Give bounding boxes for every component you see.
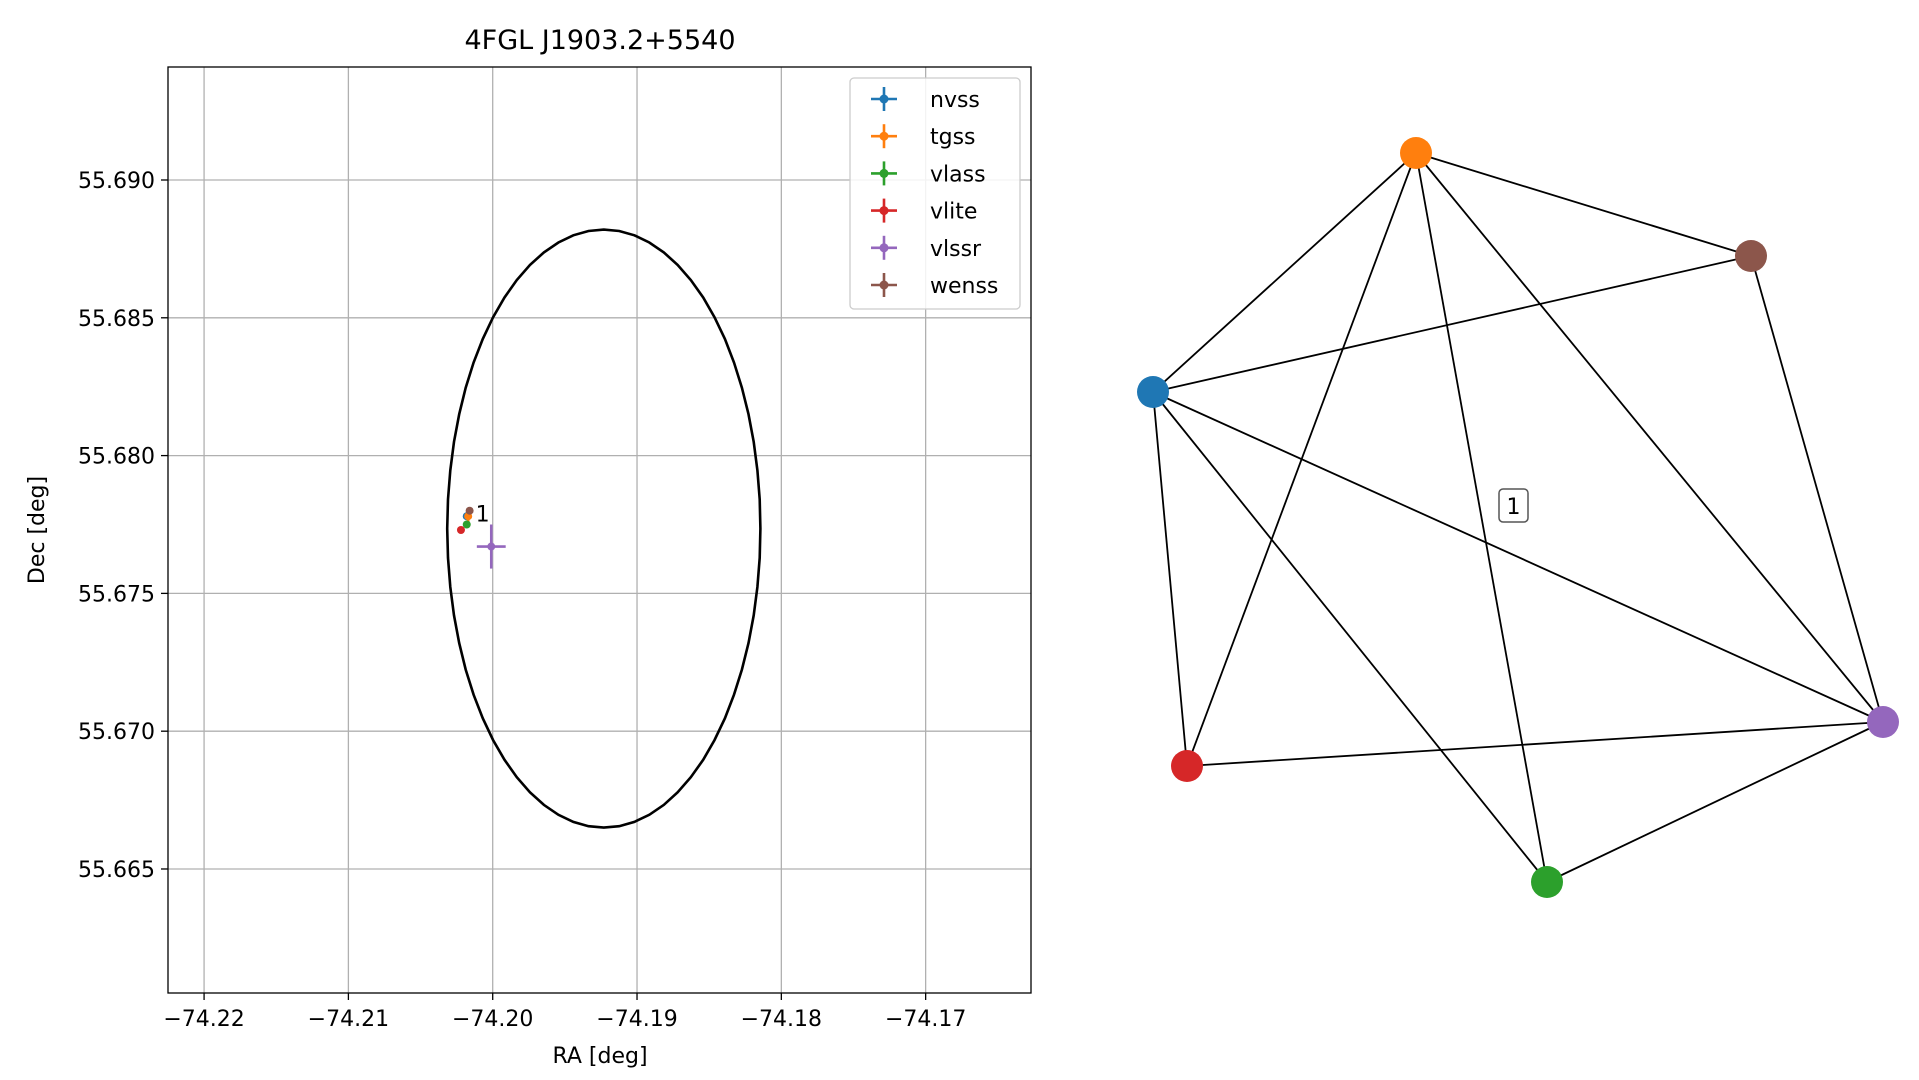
node-wenss — [1735, 240, 1767, 272]
chart-title: 4FGL J1903.2+5540 — [464, 25, 735, 56]
edge-tgss-vlite — [1186, 152, 1417, 767]
annotations: 1 — [476, 502, 490, 527]
x-tick-label: −74.22 — [163, 1007, 244, 1032]
edge-vlssr-vlass — [1546, 721, 1884, 883]
legend-entry-tgss: tgss — [871, 124, 976, 150]
legend-label: vlass — [930, 162, 986, 187]
edge-vlssr-vlite — [1186, 721, 1884, 767]
marker-wenss — [465, 506, 474, 515]
node-nvss — [1137, 376, 1169, 408]
point-vlite — [456, 526, 465, 534]
point-vlass — [462, 520, 471, 529]
legend-entry-vlass: vlass — [871, 161, 986, 187]
legend-entry-vlssr: vlssr — [871, 235, 982, 262]
marker-vlass — [462, 520, 471, 529]
edge-nvss-vlass — [1152, 391, 1548, 883]
legend-marker — [879, 131, 889, 141]
x-tick-label: −74.20 — [452, 1007, 533, 1032]
node-vlite — [1171, 750, 1203, 782]
network-nodes — [1137, 137, 1899, 898]
edge-nvss-wenss — [1152, 255, 1752, 393]
y-tick-label: 55.690 — [78, 169, 155, 194]
legend-label: wenss — [930, 274, 998, 299]
legend-marker — [879, 168, 889, 178]
legend-entry-wenss: wenss — [871, 273, 998, 299]
edge-nvss-tgss — [1152, 152, 1417, 393]
point-wenss — [465, 506, 474, 515]
x-tick-label: −74.17 — [885, 1007, 966, 1032]
edge-nvss-vlssr — [1152, 391, 1884, 723]
node-vlssr — [1867, 706, 1899, 738]
point-vlssr — [476, 524, 506, 569]
position-uncertainty-circle — [445, 228, 762, 829]
node-vlass — [1531, 866, 1563, 898]
y-tick-label: 55.665 — [78, 858, 155, 883]
group-label: 1 — [1498, 488, 1529, 523]
x-tick-label: −74.19 — [596, 1007, 677, 1032]
legend-marker — [879, 243, 889, 253]
edge-wenss-vlssr — [1750, 255, 1884, 723]
y-tick-label: 55.680 — [78, 445, 155, 470]
legend: nvss tgss vlass vlite vlssr wenss — [849, 77, 1021, 310]
y-tick-label: 55.670 — [78, 720, 155, 745]
position-uncertainty-layer — [445, 228, 762, 829]
edge-nvss-vlite — [1152, 391, 1188, 767]
legend-entry-vlite: vlite — [871, 198, 977, 225]
annotation-label: 1 — [476, 502, 490, 527]
marker-vlite — [456, 526, 465, 534]
legend-label: nvss — [930, 88, 980, 113]
y-tick-label: 55.675 — [78, 582, 155, 607]
group-label-text: 1 — [1507, 495, 1521, 520]
y-tick-label: 55.685 — [78, 307, 155, 332]
x-axis-label: RA [deg] — [552, 1044, 647, 1069]
y-axis-ticks: 55.665 55.670 55.675 55.680 55.685 55.690 — [78, 169, 168, 883]
source-points — [456, 506, 506, 569]
legend-marker — [879, 94, 889, 104]
scatter-panel: 4FGL J1903.2+5540 1 −74.22 −74.21 −74.20 −7… — [25, 25, 1032, 1069]
legend-label: vlssr — [930, 237, 982, 262]
legend-marker — [879, 206, 889, 216]
legend-label: vlite — [930, 200, 977, 225]
node-tgss — [1400, 137, 1432, 169]
group-label-box — [1498, 488, 1529, 523]
network-edges — [1152, 152, 1884, 883]
marker-vlssr — [487, 542, 496, 551]
plot-area-frame — [167, 66, 1032, 994]
edge-tgss-wenss — [1415, 152, 1752, 257]
x-tick-label: −74.18 — [741, 1007, 822, 1032]
legend-label: tgss — [930, 125, 976, 150]
y-axis-label: Dec [deg] — [25, 476, 50, 584]
legend-marker — [879, 280, 889, 290]
legend-entry-nvss: nvss — [871, 87, 980, 113]
edge-tgss-vlssr — [1415, 152, 1884, 723]
x-axis-ticks: −74.22 −74.21 −74.20 −74.19 −74.18 −74.17 — [163, 993, 966, 1032]
edge-tgss-vlass — [1415, 152, 1548, 883]
x-tick-label: −74.21 — [308, 1007, 389, 1032]
network-graph-panel: 1 — [1137, 137, 1899, 898]
